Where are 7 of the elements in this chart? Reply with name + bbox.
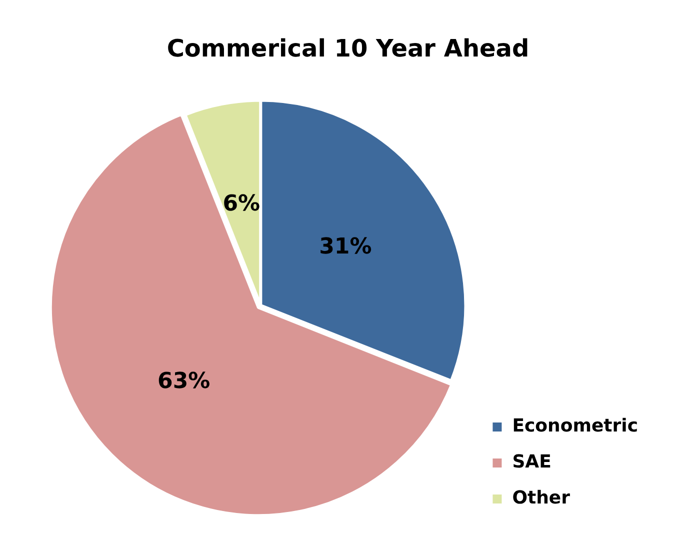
legend-label: Econometric <box>512 416 638 437</box>
legend-label: Other <box>512 488 570 509</box>
chart-title: Commerical 10 Year Ahead <box>166 34 530 63</box>
legend-label: SAE <box>512 452 552 473</box>
data-label: 31% <box>319 234 372 260</box>
data-label: 63% <box>158 368 210 394</box>
data-label: 6% <box>222 191 260 216</box>
